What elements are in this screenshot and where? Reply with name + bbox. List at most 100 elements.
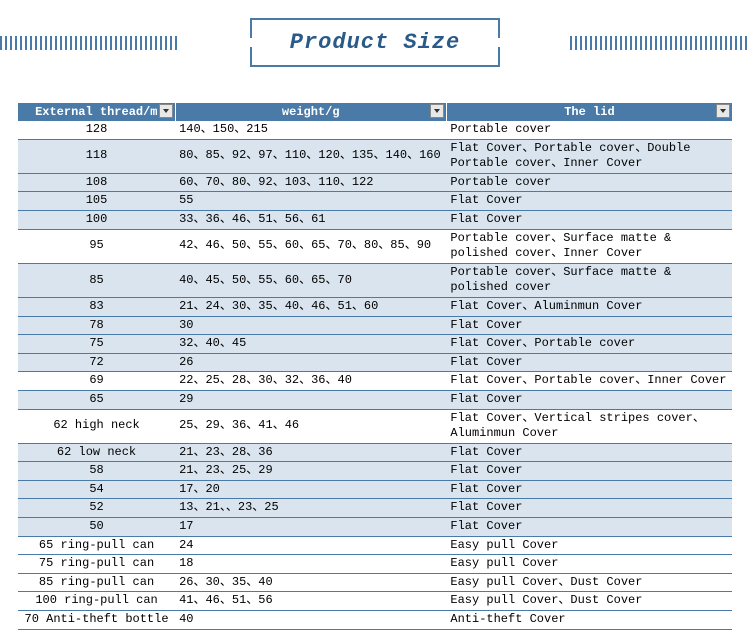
cell-lid: Flat Cover [446,443,732,462]
cell-weight: 33、36、46、51、56、61 [175,210,446,229]
cell-weight: 17 [175,518,446,537]
cell-thread: 85 [18,263,175,297]
cell-thread: 52 [18,499,175,518]
cell-lid: Flat Cover [446,518,732,537]
cell-lid: Flat Cover [446,353,732,372]
cell-thread: 54 [18,480,175,499]
cell-thread: 105 [18,192,175,211]
table-row: 5417、20Flat Cover [18,480,732,499]
cell-weight: 21、23、25、29 [175,462,446,481]
cell-weight: 24 [175,536,446,555]
cell-thread: 70 Anti-theft bottle [18,611,175,630]
cell-weight: 30 [175,316,446,335]
table-row: 70 Anti-theft bottle40Anti-theft Cover [18,611,732,630]
table-body: 128140、150、215Portable cover11880、85、92、… [18,121,732,629]
cell-weight: 60、70、80、92、103、110、122 [175,173,446,192]
cell-weight: 55 [175,192,446,211]
cell-thread: 95 [18,229,175,263]
cell-weight: 13、21、、23、25 [175,499,446,518]
cell-thread: 75 ring-pull can [18,555,175,574]
table-row: 62 high neck25、29、36、41、46Flat Cover、Ver… [18,409,732,443]
cell-lid: Flat Cover [446,192,732,211]
cell-thread: 100 ring-pull can [18,592,175,611]
cell-weight: 22、25、28、30、32、36、40 [175,372,446,391]
cell-thread: 78 [18,316,175,335]
cell-lid: Flat Cover [446,316,732,335]
cell-lid: Flat Cover、Aluminmun Cover [446,297,732,316]
cell-lid: Flat Cover [446,499,732,518]
cell-weight: 18 [175,555,446,574]
stripe-decoration-left [0,36,180,50]
cell-thread: 62 low neck [18,443,175,462]
cell-lid: Flat Cover [446,480,732,499]
cell-thread: 69 [18,372,175,391]
table-row: 7226Flat Cover [18,353,732,372]
table-row: 62 low neck21、23、28、36Flat Cover [18,443,732,462]
cell-weight: 40 [175,611,446,630]
cell-lid: Easy pull Cover、Dust Cover [446,592,732,611]
column-header-label: weight/g [282,105,340,119]
cell-weight: 140、150、215 [175,121,446,139]
table-row: 100 ring-pull can41、46、51、56Easy pull Co… [18,592,732,611]
cell-thread: 62 high neck [18,409,175,443]
cell-weight: 21、23、28、36 [175,443,446,462]
cell-thread: 100 [18,210,175,229]
title-frame: Product Size [250,18,500,67]
table-row: 10033、36、46、51、56、61Flat Cover [18,210,732,229]
cell-weight: 42、46、50、55、60、65、70、80、85、90 [175,229,446,263]
cell-lid: Easy pull Cover [446,555,732,574]
cell-thread: 50 [18,518,175,537]
table-row: 7830Flat Cover [18,316,732,335]
cell-lid: Flat Cover、Vertical stripes cover、Alumin… [446,409,732,443]
table-row: 7532、40、45Flat Cover、Portable cover [18,335,732,354]
table-row: 11880、85、92、97、110、120、135、140、160Flat C… [18,139,732,173]
cell-thread: 58 [18,462,175,481]
filter-dropdown-icon[interactable] [430,104,444,118]
cell-thread: 72 [18,353,175,372]
cell-lid: Flat Cover、Portable cover、Inner Cover [446,372,732,391]
cell-lid: Portable cover、Surface matte & polished … [446,263,732,297]
table-row: 9542、46、50、55、60、65、70、80、85、90Portable … [18,229,732,263]
column-header-thread[interactable]: External thread/m [18,103,175,121]
cell-weight: 25、29、36、41、46 [175,409,446,443]
cell-weight: 32、40、45 [175,335,446,354]
cell-weight: 26、30、35、40 [175,573,446,592]
cell-lid: Flat Cover [446,462,732,481]
table-header-row: External thread/m weight/g The lid [18,103,732,121]
cell-weight: 41、46、51、56 [175,592,446,611]
cell-lid: Portable cover [446,121,732,139]
cell-lid: Flat Cover [446,210,732,229]
cell-lid: Easy pull Cover、Dust Cover [446,573,732,592]
cell-lid: Flat Cover、Portable cover [446,335,732,354]
filter-dropdown-icon[interactable] [159,104,173,118]
table-row: 6922、25、28、30、32、36、40Flat Cover、Portabl… [18,372,732,391]
cell-weight: 17、20 [175,480,446,499]
column-header-weight[interactable]: weight/g [175,103,446,121]
table-row: 6529Flat Cover [18,390,732,409]
cell-lid: Flat Cover [446,390,732,409]
table-row: 5017Flat Cover [18,518,732,537]
cell-weight: 29 [175,390,446,409]
column-header-lid[interactable]: The lid [446,103,732,121]
cell-weight: 80、85、92、97、110、120、135、140、160 [175,139,446,173]
table-row: 65 ring-pull can24Easy pull Cover [18,536,732,555]
column-header-label: The lid [564,105,614,119]
table-row: 5213、21、、23、25Flat Cover [18,499,732,518]
title-bar: Product Size [0,0,750,85]
table-row: 5821、23、25、29Flat Cover [18,462,732,481]
cell-weight: 40、45、50、55、60、65、70 [175,263,446,297]
cell-thread: 65 ring-pull can [18,536,175,555]
cell-thread: 108 [18,173,175,192]
table-row: 75 ring-pull can18Easy pull Cover [18,555,732,574]
stripe-decoration-right [570,36,750,50]
filter-dropdown-icon[interactable] [716,104,730,118]
table-container: External thread/m weight/g The lid 12814… [0,85,750,630]
cell-lid: Portable cover、Surface matte & polished … [446,229,732,263]
cell-thread: 83 [18,297,175,316]
cell-thread: 118 [18,139,175,173]
table-row: 8540、45、50、55、60、65、70Portable cover、Sur… [18,263,732,297]
column-header-label: External thread/m [35,105,157,119]
table-row: 128140、150、215Portable cover [18,121,732,139]
cell-thread: 85 ring-pull can [18,573,175,592]
table-row: 8321、24、30、35、40、46、51、60Flat Cover、Alum… [18,297,732,316]
